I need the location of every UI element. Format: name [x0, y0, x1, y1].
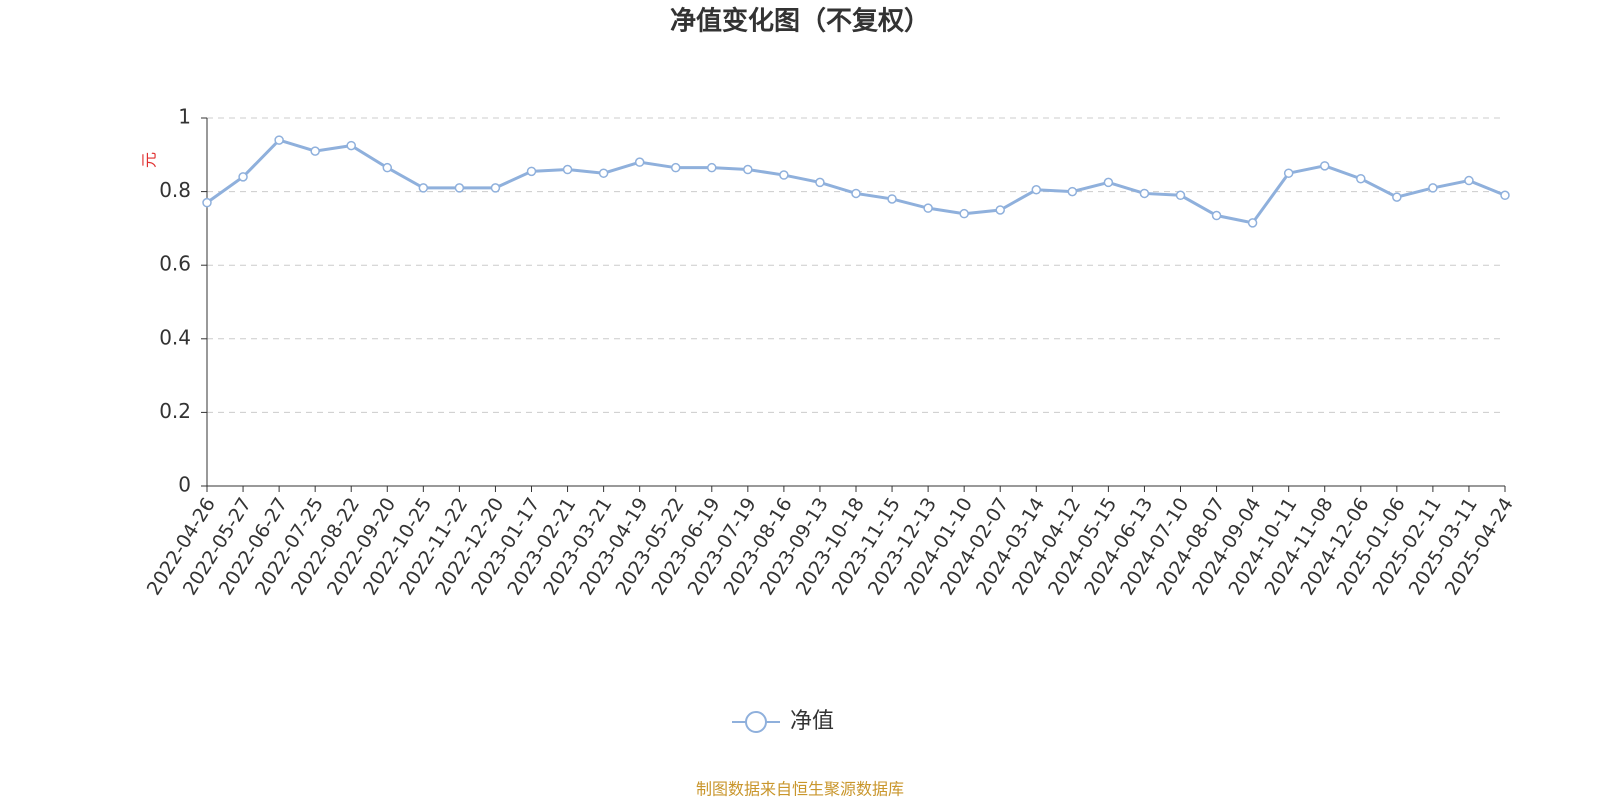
point: [1175, 190, 1186, 201]
point: [238, 172, 248, 182]
legend-label: 净值: [790, 709, 834, 734]
point: [1247, 218, 1258, 228]
point: [743, 164, 753, 175]
point: [1319, 161, 1330, 171]
point: [851, 188, 861, 199]
point: [382, 162, 393, 173]
point: [562, 164, 573, 175]
point: [995, 205, 1005, 215]
point: [1356, 173, 1366, 184]
y-tick-label: 0.2: [159, 399, 191, 423]
point: [1500, 190, 1510, 201]
point: [490, 183, 501, 193]
y-tick-label: 1: [178, 105, 191, 129]
point: [310, 146, 320, 156]
y-tick-label: 0: [178, 473, 191, 497]
point: [418, 183, 429, 193]
point: [707, 162, 717, 173]
point: [1211, 210, 1222, 221]
point: [1103, 177, 1114, 188]
series-line: [206, 138, 1506, 225]
point: [959, 208, 969, 219]
point: [1392, 192, 1402, 202]
legend-marker: [745, 711, 767, 733]
point: [526, 166, 537, 177]
point: [1139, 188, 1150, 199]
point: [779, 170, 789, 180]
point: [1067, 186, 1078, 197]
point: [598, 168, 609, 178]
point: [634, 157, 645, 167]
point: [1031, 185, 1042, 195]
y-axis-label: 元: [140, 152, 159, 168]
y-tick-label: 0.6: [159, 252, 191, 276]
point: [923, 203, 933, 213]
y-tick-label: 0.8: [159, 178, 191, 202]
point: [1283, 168, 1294, 178]
point: [202, 197, 212, 208]
point: [670, 162, 681, 173]
point: [274, 135, 284, 145]
point: [346, 140, 356, 151]
chart-title: 净值变化图（不复权）: [670, 6, 930, 37]
point: [815, 177, 825, 188]
point: [1464, 175, 1474, 186]
source-note: 制图数据来自恒生聚源数据库: [696, 780, 904, 799]
point: [454, 183, 465, 193]
y-tick-label: 0.4: [159, 325, 191, 349]
point: [1428, 183, 1438, 193]
point: [887, 194, 897, 204]
